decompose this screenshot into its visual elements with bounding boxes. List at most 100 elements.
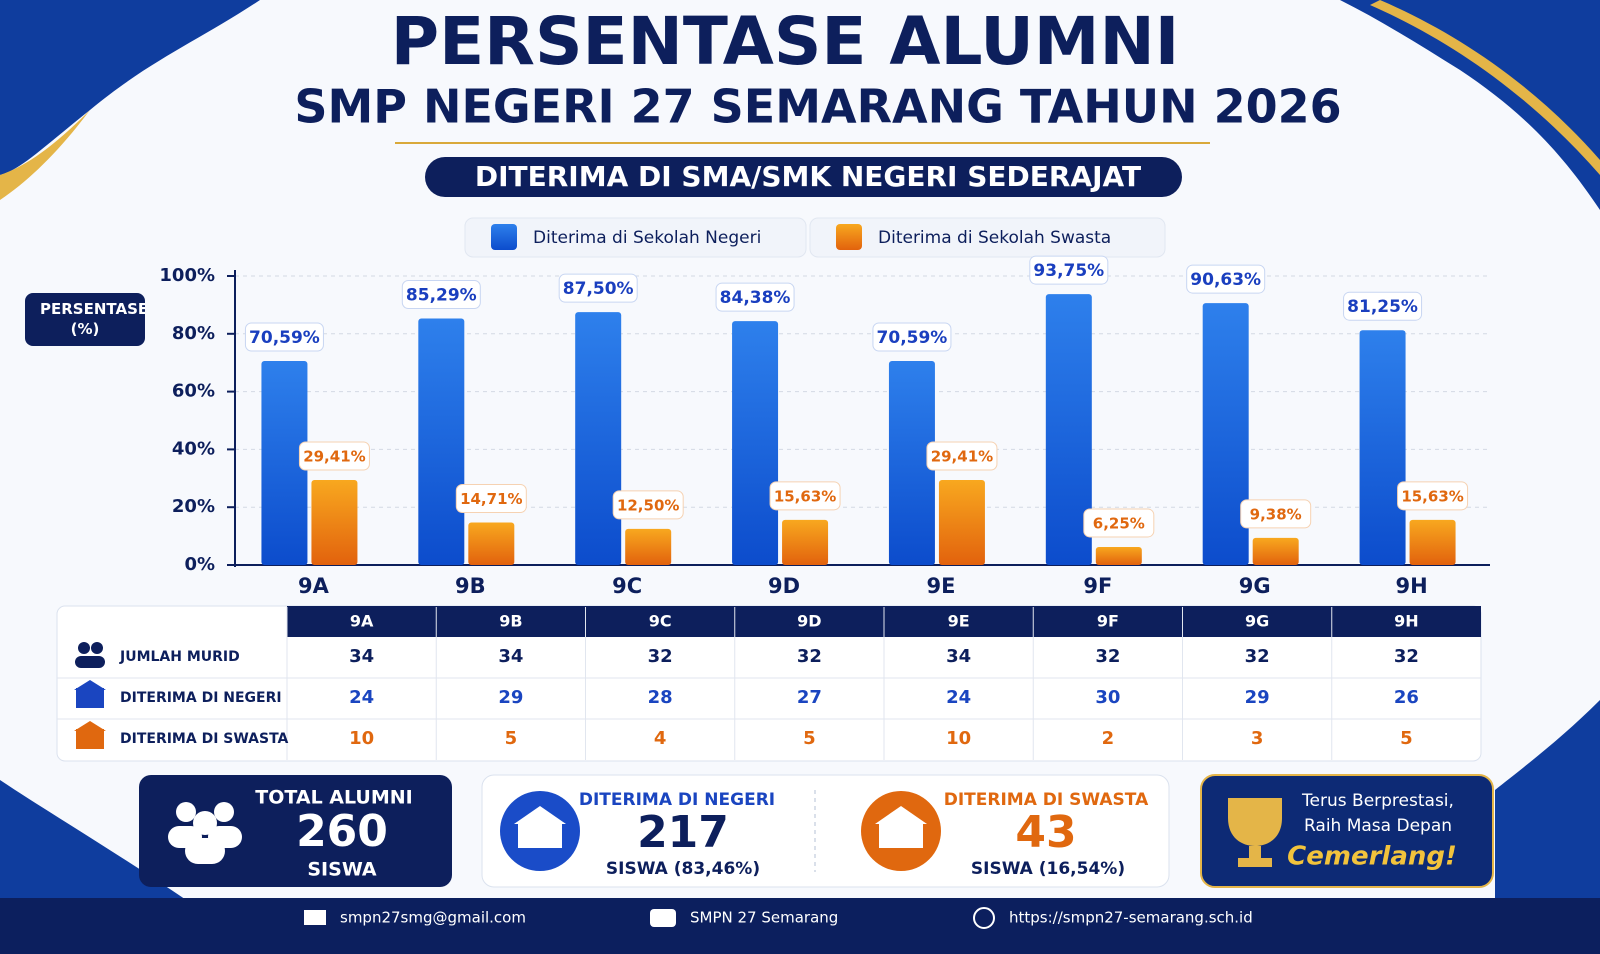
stats-card (481, 774, 1170, 888)
bar (1409, 519, 1456, 565)
y-tick-label: 100% (159, 265, 215, 286)
table-cell: 10 (946, 728, 971, 749)
row-label: DITERIMA DI NEGERI (120, 690, 282, 706)
bar (625, 528, 672, 565)
bar (888, 360, 935, 565)
value-label-box (1343, 291, 1423, 321)
value-label: 15,63% (774, 487, 836, 505)
corner-wave (1340, 0, 1600, 210)
table-cell: 5 (1400, 728, 1413, 749)
x-tick-label: 9E (926, 574, 955, 598)
table-cell: 26 (1394, 687, 1419, 708)
value-label-box (769, 481, 841, 511)
motto-line: Raih Masa Depan (1304, 816, 1452, 836)
swasta-label: DITERIMA DI SWASTA (944, 790, 1149, 810)
legend-swatch (491, 224, 517, 250)
value-label: 81,25% (1347, 297, 1418, 317)
table-header: 9G (1245, 612, 1269, 631)
footer-channel: SMPN 27 Semarang (690, 909, 838, 927)
value-label: 12,50% (617, 496, 679, 514)
table-cell: 2 (1102, 728, 1115, 749)
footer-band (0, 898, 1600, 954)
icons (74, 642, 106, 749)
total-unit: SISWA (307, 859, 377, 881)
table-cell: 32 (797, 646, 822, 667)
y-tick-label: 20% (172, 496, 215, 517)
swasta-note: SISWA (16,54%) (971, 859, 1125, 879)
negeri-value: 217 (637, 807, 729, 858)
table-cell: 34 (349, 646, 374, 667)
bar (1095, 546, 1142, 565)
subtitle: SMP NEGERI 27 SEMARANG TAHUN 2026 (294, 80, 1341, 134)
legend-label: Diterima di Sekolah Swasta (878, 228, 1111, 248)
y-tick-label: 0% (184, 554, 215, 575)
y-tick-label: 80% (172, 323, 215, 344)
corner-wave (0, 110, 90, 200)
value-label: 14,71% (460, 490, 522, 508)
mail-icon (304, 910, 326, 925)
value-label: 29,41% (931, 448, 993, 466)
table-cell: 32 (1394, 646, 1419, 667)
row-label: DITERIMA DI SWASTA (120, 731, 289, 747)
value-label-box (244, 322, 324, 352)
swasta-value: 43 (1015, 807, 1076, 858)
bar (1359, 330, 1406, 565)
legend-box (464, 217, 807, 258)
y-tick-label: 60% (172, 381, 215, 402)
legend-box (809, 217, 1166, 258)
value-label-box (715, 282, 795, 312)
value-label-box (1397, 481, 1469, 511)
value-label: 70,59% (877, 328, 948, 348)
motto-line: Terus Berprestasi, (1301, 791, 1454, 811)
value-label: 15,63% (1401, 487, 1463, 505)
bar (782, 519, 829, 565)
y-tick-label: 40% (172, 438, 215, 459)
total-label: TOTAL ALUMNI (255, 787, 412, 809)
table-cell: 29 (498, 687, 523, 708)
table-cell: 34 (946, 646, 971, 667)
y-label: PERSENTASE (%) (40, 300, 145, 338)
trophy-icon (1228, 798, 1282, 867)
banner: DITERIMA DI SMA/SMK NEGERI SEDERAJAT (475, 160, 1141, 193)
bar (1252, 537, 1299, 565)
table-cell: 29 (1245, 687, 1270, 708)
table-cell: 3 (1251, 728, 1264, 749)
value-label: 70,59% (249, 328, 320, 348)
y-label-bg (25, 293, 145, 346)
x-tick-label: 9F (1083, 574, 1112, 598)
value-label: 90,63% (1190, 270, 1261, 290)
bar (418, 318, 465, 565)
bar (311, 480, 358, 565)
x-tick-label: 9B (455, 574, 486, 598)
negeri-icon (514, 806, 566, 824)
legend-label: Diterima di Sekolah Negeri (533, 228, 761, 248)
value-label-box (1029, 255, 1109, 285)
table-header: 9B (499, 612, 522, 631)
value-label: 93,75% (1033, 261, 1104, 281)
table-header: 9A (350, 612, 374, 631)
value-label-box (1240, 499, 1312, 529)
x-tick-label: 9C (612, 574, 642, 598)
x-tick-label: 9H (1395, 574, 1427, 598)
title: PERSENTASE ALUMNI (391, 3, 1180, 80)
negeri-note: SISWA (83,46%) (606, 859, 760, 879)
value-label: 29,41% (303, 448, 365, 466)
video-icon (650, 909, 676, 927)
table-cell: 28 (648, 687, 673, 708)
total-value: 260 (296, 806, 388, 857)
x-tick-label: 9G (1239, 574, 1271, 598)
bar (1202, 303, 1249, 565)
value-label-box (612, 490, 684, 520)
table-header: 9F (1097, 612, 1119, 631)
value-label-box (298, 441, 370, 471)
legend-swatch (836, 224, 862, 250)
value-label: 9,38% (1250, 505, 1302, 523)
table-cell: 27 (797, 687, 822, 708)
table-cell: 4 (654, 728, 667, 749)
table-cell: 5 (803, 728, 816, 749)
x-tick-label: 9D (768, 574, 800, 598)
negeri-label: DITERIMA DI NEGERI (579, 790, 775, 810)
corner-wave (1495, 700, 1600, 900)
bar (575, 312, 622, 565)
